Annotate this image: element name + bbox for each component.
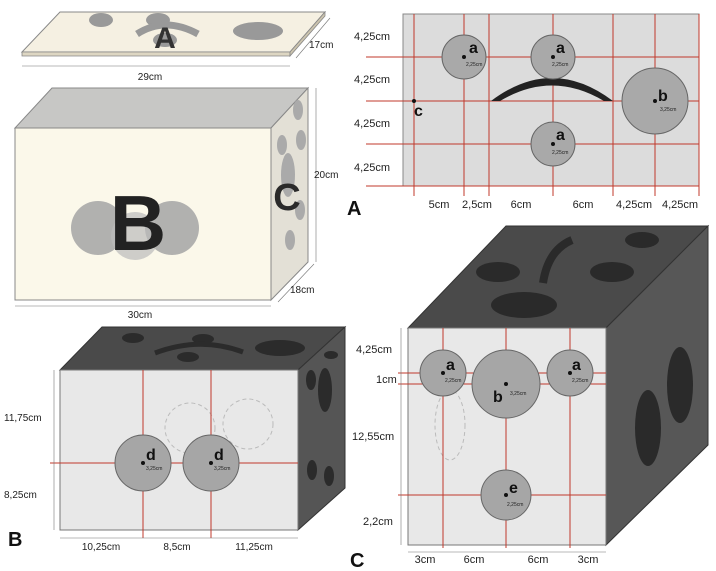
panel-c-col-dim: 3cm (578, 554, 599, 566)
panel-c-row-dim: 12,55cm (352, 431, 394, 443)
side-hole (277, 135, 287, 155)
panel-c-row-dim: 2,2cm (363, 516, 393, 528)
box-width-dim: 30cm (128, 310, 152, 321)
panel-b-row-dim: 8,25cm (4, 490, 37, 501)
panel-c-letter: C (350, 550, 364, 571)
panel-a-row-dim: 4,25cm (354, 162, 390, 174)
lid-drawing: A 29cm 17cm (20, 10, 333, 83)
panel-c-row-dim: 1cm (376, 374, 397, 386)
panel-a-hole-size: 2,25cm (466, 62, 482, 68)
panel-c-hole-size: 2,25cm (507, 502, 523, 508)
panel-c-hole-size: 2,25cm (445, 378, 461, 384)
panel-a-hole-size: 2,25cm (552, 62, 568, 68)
front-hole (71, 201, 125, 255)
lid-hole (233, 22, 283, 40)
panel-c: a 2,25cm b 3,25cm a 2,25cm e 2,25cm 4,25… (350, 224, 710, 571)
front-hole (145, 201, 199, 255)
panel-c-hole-label: e (509, 480, 518, 497)
panel-a-col-dim: 4,25cm (662, 199, 698, 211)
side-hole (293, 100, 303, 120)
panel-b-hole-label: d (146, 447, 156, 464)
panel-a-col-dim: 6cm (511, 199, 532, 211)
side-hole (296, 130, 306, 150)
panel-c-col-dim: 6cm (464, 554, 485, 566)
lid-hole (89, 13, 113, 27)
panel-a-hole-size: 3,25cm (660, 107, 676, 113)
lid-depth-dim: 17cm (309, 40, 333, 51)
lid-hole (153, 33, 177, 47)
panel-b-col-dim: 10,25cm (82, 542, 120, 553)
panel-a-hole-label: a (556, 127, 565, 144)
lid-depth-dim-line (295, 17, 331, 59)
panel-a-col-dim: 5cm (429, 199, 450, 211)
panel-a-hole-label: b (658, 88, 668, 105)
box-depth-dim-line (277, 263, 315, 303)
side-hole (295, 200, 305, 220)
panel-a-letter: A (347, 198, 361, 220)
panel-b-col-dim: 11,25cm (235, 542, 273, 553)
side-letter: C (273, 177, 300, 219)
panel-a-row-dim: 4,25cm (354, 31, 390, 43)
lid-side-edge (289, 10, 326, 58)
box-depth-dim: 18cm (290, 285, 314, 296)
panel-a-point-label: c (414, 103, 423, 120)
side-hole (281, 153, 295, 197)
panel-c-col-dim: 6cm (528, 554, 549, 566)
panel-b-hole-size: 3,25cm (146, 466, 162, 472)
panel-a: a 2,25cm a 2,25cm b 3,25cm a 2,25cm c 4,… (347, 13, 700, 220)
panel-a-col-dim: 4,25cm (616, 199, 652, 211)
panel-b-hole-size: 3,25cm (214, 466, 230, 472)
panel-a-hole-label: a (469, 40, 478, 57)
panel-c-col-dim: 3cm (415, 554, 436, 566)
panel-c-hole-label: a (572, 357, 581, 374)
panel-c-hole-label: a (446, 357, 455, 374)
panel-b-row-dim: 11,75cm (4, 413, 42, 424)
box-height-dim: 20cm (314, 170, 338, 181)
panel-a-row-dim: 4,25cm (354, 74, 390, 86)
front-letter: B (110, 179, 166, 267)
panel-a-hole-label: a (556, 40, 565, 57)
panel-b-hole-label: d (214, 447, 224, 464)
panel-a-col-dim: 2,5cm (462, 199, 492, 211)
lid-letter: A (154, 22, 176, 55)
side-hole (285, 230, 295, 250)
panel-a-hole-size: 2,25cm (552, 150, 568, 156)
panel-a-col-dim: 6cm (573, 199, 594, 211)
lid-arc-slot (135, 21, 200, 38)
panel-c-hole-size: 3,25cm (510, 391, 526, 397)
box-bc-drawing: C B 30cm 20cm 18cm (13, 86, 338, 321)
box-top-face (13, 87, 310, 129)
front-hole (111, 212, 159, 260)
panel-c-hole-size: 2,25cm (572, 378, 588, 384)
lid-width-dim: 29cm (138, 72, 162, 83)
panel-a-arc-slot (491, 78, 613, 101)
panel-b-letter: B (8, 529, 22, 551)
panel-b-col-dim: 8,5cm (163, 542, 190, 553)
panel-b: d 3,25cm d 3,25cm 11,75cm 8,25cm 10,25cm… (4, 325, 347, 553)
panel-a-row-dim: 4,25cm (354, 118, 390, 130)
panel-c-row-dim: 4,25cm (356, 344, 392, 356)
panel-c-hole-label: b (493, 389, 503, 406)
